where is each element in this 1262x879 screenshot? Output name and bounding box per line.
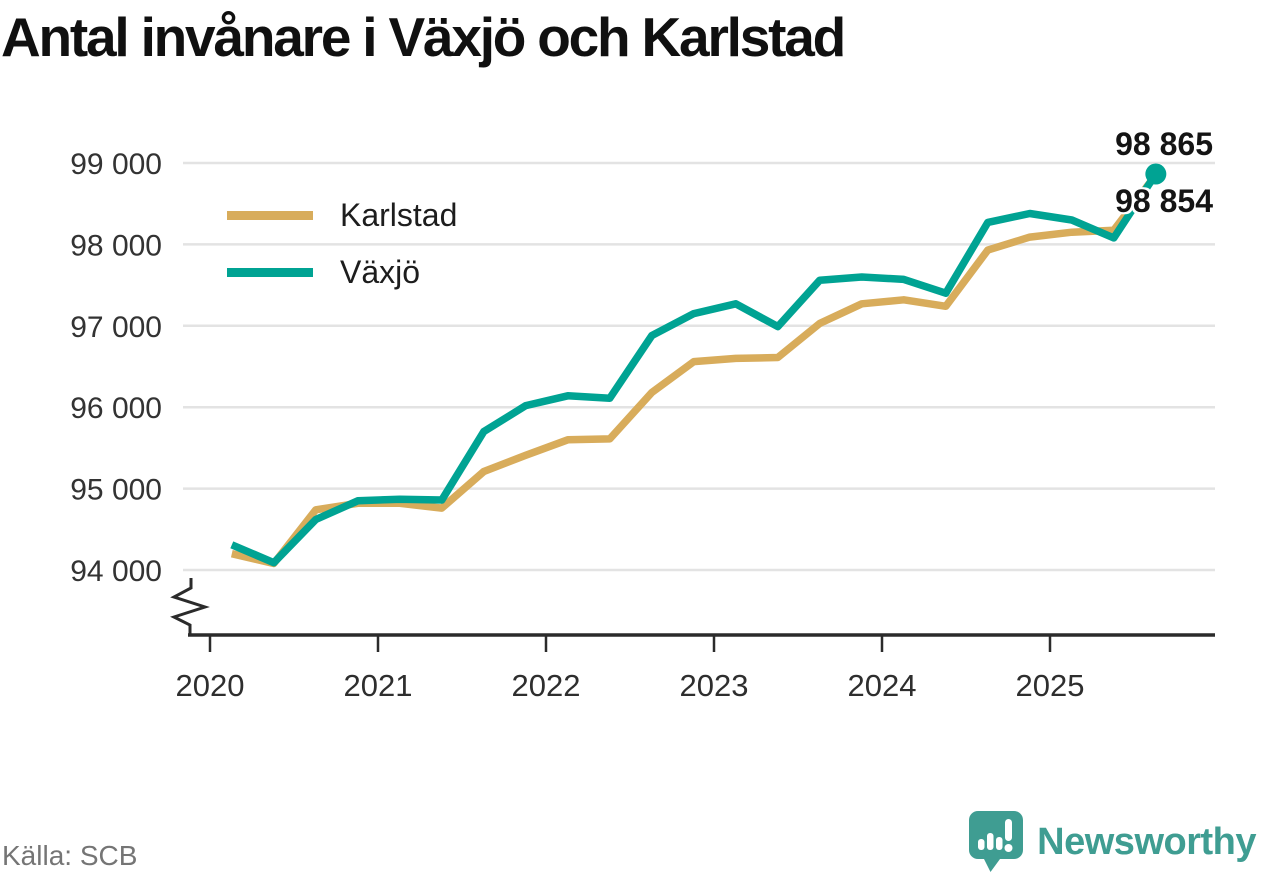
- legend-label-karlstad: Karlstad: [340, 196, 458, 233]
- legend-item-vaxjo: Växjö: [227, 250, 457, 294]
- y-tick-label: 98 000: [70, 229, 162, 262]
- source-note: Källa: SCB: [2, 840, 138, 871]
- x-tick-label: 2024: [848, 668, 917, 703]
- karlstad-latest-value-label: 98 854: [1115, 183, 1213, 219]
- legend-item-karlstad: Karlstad: [227, 193, 457, 237]
- x-tick-label: 2025: [1016, 668, 1085, 703]
- karlstad-line-swatch: [227, 210, 313, 220]
- vxj-line: [230, 171, 1159, 567]
- newsworthy-logo-icon: [969, 811, 1024, 872]
- x-tick-label: 2022: [512, 668, 581, 703]
- vaxjo-latest-value-label: 98 865: [1115, 126, 1213, 162]
- brand-name: Newsworthy: [1037, 820, 1256, 863]
- chart-legend: Karlstad Växjö: [227, 193, 457, 307]
- y-tick-label: 94 000: [70, 555, 162, 588]
- newsworthy-brand: Newsworthy: [968, 810, 1256, 874]
- chart-title: Antal invånare i Växjö och Karlstad: [1, 6, 846, 68]
- y-axis-break-icon: [170, 578, 210, 635]
- y-tick-label: 95 000: [70, 474, 162, 507]
- legend-label-vaxjo: Växjö: [340, 253, 421, 290]
- y-tick-label: 99 000: [70, 148, 162, 181]
- x-tick-label: 2020: [176, 668, 245, 703]
- y-tick-label: 96 000: [70, 392, 162, 425]
- y-tick-label: 97 000: [70, 311, 162, 344]
- x-tick-label: 2021: [344, 668, 413, 703]
- latest-point-dot: [1145, 163, 1167, 185]
- x-tick-label: 2023: [680, 668, 749, 703]
- vaxjo-line-swatch: [227, 267, 313, 277]
